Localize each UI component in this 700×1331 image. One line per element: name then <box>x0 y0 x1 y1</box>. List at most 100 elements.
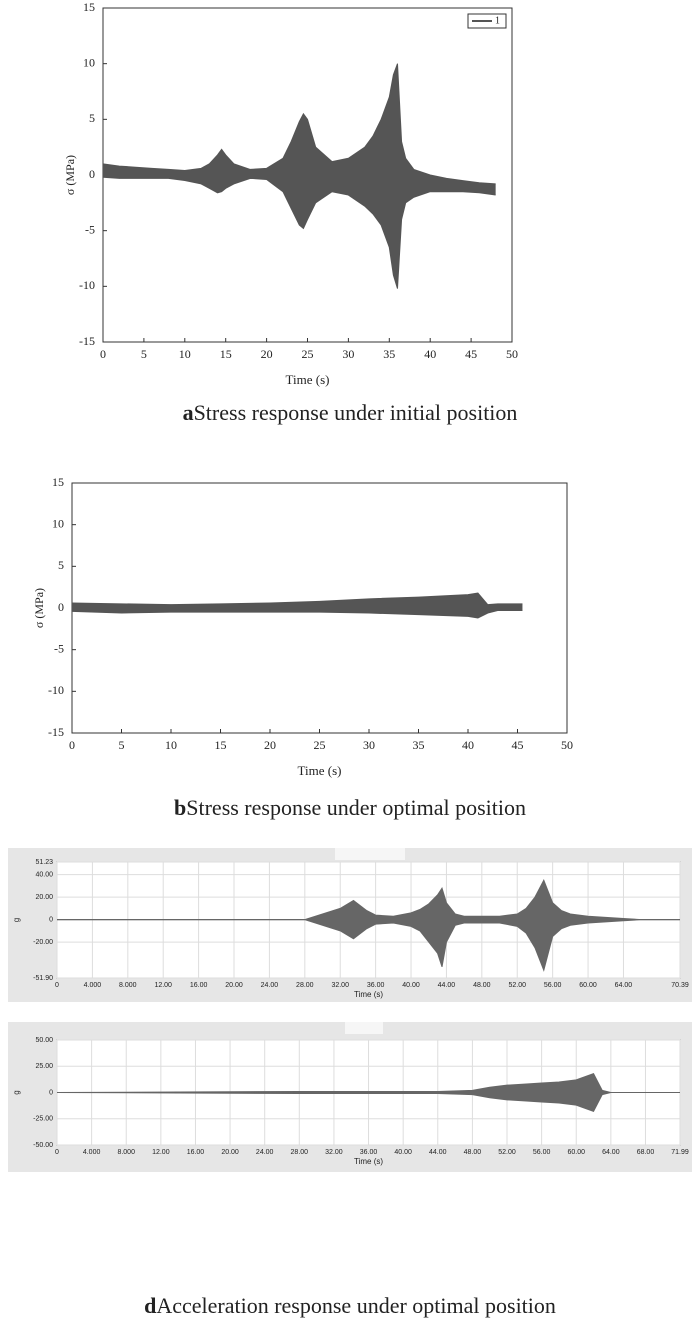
caption-text: Stress response under initial position <box>194 400 518 425</box>
x-tick-label: 0 <box>55 982 59 989</box>
chart: -15 -10 -5 0 5 10 15 0 5 10 15 20 25 30 35 40 45 50 Time (… <box>63 0 518 387</box>
x-tick-label: 16.00 <box>190 982 208 989</box>
x-tick-label: 48.00 <box>464 1149 482 1156</box>
y-axis-label: σ (MPa) <box>32 588 46 628</box>
y-tick-label: 15 <box>83 0 95 14</box>
x-tick-label: 4.000 <box>83 1149 101 1156</box>
x-tick-label: 45 <box>512 738 524 752</box>
y-tick-label: -5 <box>54 641 64 655</box>
signal-fill <box>57 880 680 971</box>
x-tick-label: 32.00 <box>325 1149 343 1156</box>
y-tick-label: 20.00 <box>35 894 53 901</box>
y-axis-label: g <box>12 918 21 922</box>
x-tick-label: 50 <box>506 347 518 361</box>
y-tick-label: -51.90 <box>33 975 53 982</box>
x-tick-label: 12.00 <box>154 982 172 989</box>
x-tick-label: 48.00 <box>473 982 491 989</box>
x-tick-label: 28.00 <box>296 982 314 989</box>
x-axis-label: Time (s) <box>286 372 330 387</box>
y-axis-label: σ (MPa) <box>63 155 77 195</box>
panel-tab <box>335 848 405 860</box>
panel-tab <box>345 1022 383 1034</box>
x-tick-label: 32.00 <box>331 982 349 989</box>
x-tick-label: 15 <box>215 738 227 752</box>
x-tick-label: 20 <box>261 347 273 361</box>
x-tick-label: 20 <box>264 738 276 752</box>
caption-label: a <box>183 400 194 425</box>
legend-label: 1 <box>495 15 500 26</box>
x-tick-label: 4.000 <box>84 982 102 989</box>
x-tick-label: 24.00 <box>261 982 279 989</box>
caption: bStress response under optimal position <box>174 795 526 820</box>
x-tick-label: 30 <box>342 347 354 361</box>
x-tick-label: 8.000 <box>117 1149 135 1156</box>
x-tick-label: 35 <box>413 738 425 752</box>
x-tick-label: 28.00 <box>291 1149 309 1156</box>
caption-text: Stress response under optimal position <box>186 795 526 820</box>
x-tick-label: 64.00 <box>602 1149 620 1156</box>
y-tick-label: 10 <box>52 516 64 530</box>
y-tick-label: -10 <box>48 683 64 697</box>
x-tick-label: 24.00 <box>256 1149 274 1156</box>
x-tick-label: 16.00 <box>187 1149 205 1156</box>
x-tick-label: 20.00 <box>221 1149 239 1156</box>
x-tick-label: 40 <box>424 347 436 361</box>
x-tick-label: 60.00 <box>579 982 597 989</box>
x-tick-label: 20.00 <box>225 982 243 989</box>
signal-lower <box>71 610 523 619</box>
chart: -15 -10 -5 0 5 10 15 0 5 10 15 20 25 30 35 40 45 50 Time (… <box>32 475 573 778</box>
x-tick-label: 0 <box>55 1149 59 1156</box>
caption-label: d <box>144 1293 156 1318</box>
x-tick-label: 5 <box>119 738 125 752</box>
y-tick-label: 5 <box>89 111 95 125</box>
y-tick-label: 40.00 <box>35 871 53 878</box>
caption-label: b <box>174 795 186 820</box>
y-tick-label: -15 <box>79 334 95 348</box>
y-axis-label: g <box>12 1090 21 1094</box>
x-axis-label: Time (s) <box>298 763 342 778</box>
x-tick-label: 70.39 <box>671 982 689 989</box>
x-tick-label: 40.00 <box>402 982 420 989</box>
x-tick-label: 71.99 <box>671 1149 689 1156</box>
signal-upper <box>71 592 523 606</box>
x-axis-label: Time (s) <box>354 990 383 999</box>
x-tick-label: 52.00 <box>508 982 526 989</box>
x-tick-label: 35 <box>383 347 395 361</box>
x-tick-label: 0 <box>100 347 106 361</box>
x-tick-label: 44.00 <box>429 1149 447 1156</box>
y-tick-label: 51.23 <box>35 859 53 866</box>
y-tick-label: 5 <box>58 558 64 572</box>
x-tick-label: 12.00 <box>152 1149 170 1156</box>
signal-lower <box>57 919 680 972</box>
x-tick-label: 68.00 <box>637 1149 655 1156</box>
y-tick-label: 0 <box>58 600 64 614</box>
y-tick-label: 10 <box>83 55 95 69</box>
x-tick-label: 50 <box>561 738 573 752</box>
y-tick-label: 0 <box>89 167 95 181</box>
x-tick-label: 25 <box>314 738 326 752</box>
y-tick-label: -15 <box>48 725 64 739</box>
x-tick-label: 30 <box>363 738 375 752</box>
signal-upper <box>57 879 680 921</box>
y-tick-label: 0 <box>49 916 53 923</box>
x-tick-label: 45 <box>465 347 477 361</box>
y-tick-label: -20.00 <box>33 939 53 946</box>
x-tick-label: 52.00 <box>498 1149 516 1156</box>
signal-upper <box>56 1072 680 1093</box>
x-tick-label: 5 <box>141 347 147 361</box>
x-tick-label: 64.00 <box>615 982 633 989</box>
chart: -50.00 -25.00 0 25.00 50.00 0 4.000 8.000 12.00 1… <box>12 1037 689 1166</box>
x-tick-label: 60.00 <box>567 1149 585 1156</box>
signal-lower <box>56 1092 680 1113</box>
caption: aStress response under initial position <box>183 400 518 425</box>
x-tick-label: 0 <box>69 738 75 752</box>
signal-fill <box>103 63 496 289</box>
x-tick-label: 25 <box>302 347 314 361</box>
x-tick-label: 10 <box>165 738 177 752</box>
x-tick-label: 44.00 <box>438 982 456 989</box>
y-tick-label: -50.00 <box>33 1142 53 1149</box>
signal-lower <box>102 176 496 289</box>
x-tick-label: 10 <box>179 347 191 361</box>
caption: dAcceleration response under optimal pos… <box>144 1293 556 1318</box>
y-tick-label: 25.00 <box>35 1063 53 1070</box>
